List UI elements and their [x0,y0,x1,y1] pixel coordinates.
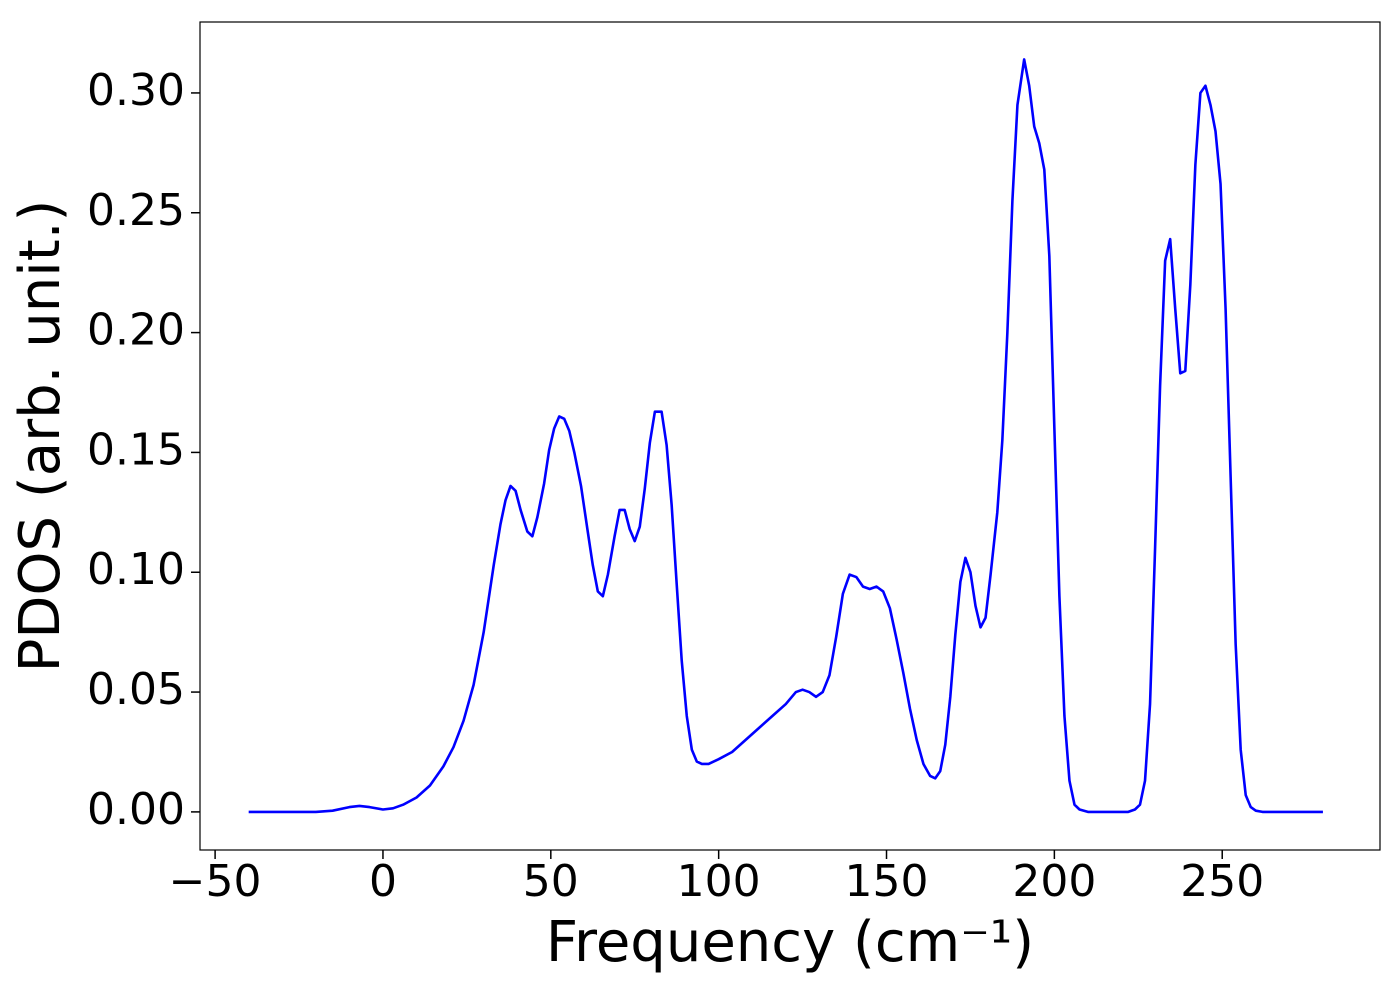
line [248,58,1323,814]
y-tick-label: 0.25 [87,185,185,236]
x-tick-label: 250 [1180,856,1264,907]
y-tick-label: 0.20 [87,305,185,356]
y-axis-label: PDOS (arb. unit.) [8,200,73,673]
y-tick-label: 0.05 [87,664,185,715]
x-axis-label: Frequency (cm⁻¹) [546,910,1034,975]
y-tick-label: 0.10 [87,544,185,595]
x-tick-label: −50 [169,856,262,907]
y-tick-label: 0.00 [87,784,185,835]
x-tick-label: 100 [677,856,761,907]
plot-frame [199,21,1381,851]
y-tick-label: 0.30 [87,65,185,116]
y-tick-label: 0.15 [87,424,185,475]
x-tick-label: 50 [523,856,579,907]
x-tick-label: 0 [369,856,397,907]
x-tick-label: 150 [845,856,929,907]
x-tick-label: 200 [1012,856,1096,907]
